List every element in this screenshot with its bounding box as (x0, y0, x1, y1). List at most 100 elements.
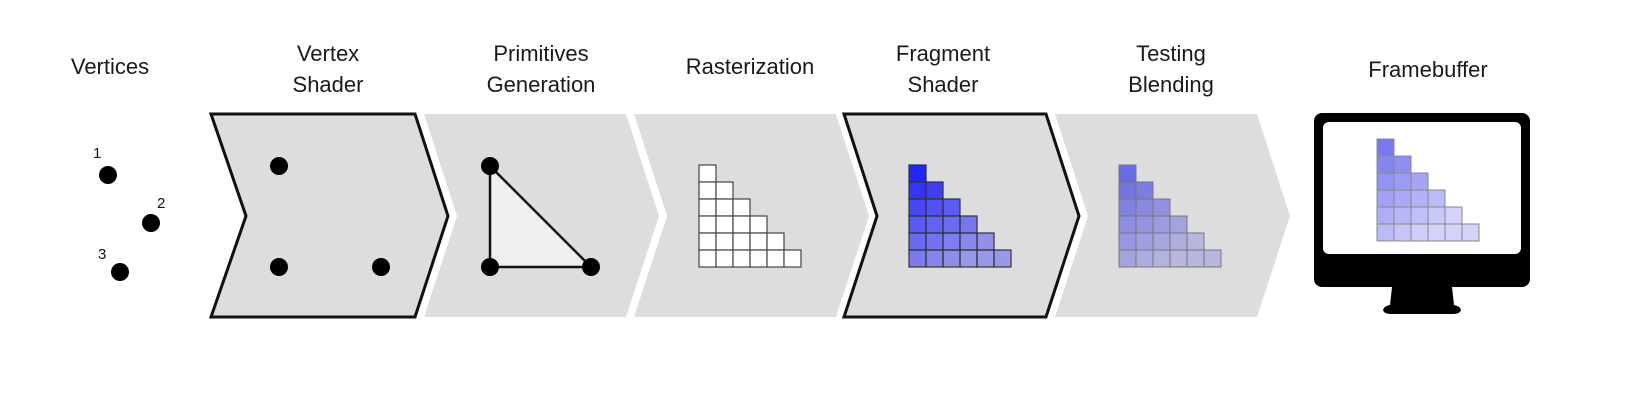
pixel-cell (698, 249, 717, 268)
pixel-cell (1410, 189, 1429, 208)
pixel-cell (732, 232, 751, 251)
pixel-cell (1393, 189, 1412, 208)
pixel-cell (1118, 249, 1137, 268)
pixel-cell (1393, 155, 1412, 174)
monitor-screen (1323, 122, 1521, 254)
label-testing-blending: Testing Blending (1128, 41, 1214, 97)
pixel-cell (732, 198, 751, 217)
vertices-group: 1 2 3 (93, 145, 165, 281)
pixel-cell (1118, 232, 1137, 251)
pixel-cell (698, 232, 717, 251)
pixel-cell (732, 249, 751, 268)
pixel-cell (942, 198, 961, 217)
pixel-cell (1427, 189, 1446, 208)
pixel-cell (1118, 198, 1137, 217)
pixel-cell (1169, 215, 1188, 234)
pixel-cell (1444, 223, 1463, 242)
pixel-cell (925, 181, 944, 200)
pixel-cell (993, 249, 1012, 268)
pixel-cell (1118, 164, 1137, 183)
pixel-cell (908, 181, 927, 200)
monitor-stand (1383, 287, 1461, 314)
pixel-cell (1135, 249, 1154, 268)
fragment-grid (908, 164, 1012, 268)
vertex-shader-dot (270, 258, 288, 276)
triangle-vertex-dot (582, 258, 600, 276)
pixel-cell (942, 215, 961, 234)
pixel-cell (1376, 155, 1395, 174)
label-framebuffer: Framebuffer (1368, 57, 1488, 82)
pixel-cell (1135, 181, 1154, 200)
pixel-cell (715, 181, 734, 200)
testing-blending-stage (1055, 114, 1290, 317)
triangle-vertex-dot (481, 157, 499, 175)
pixel-cell (925, 249, 944, 268)
pixel-cell (698, 198, 717, 217)
vertex-dot-1 (99, 166, 117, 184)
framebuffer-grid (1376, 138, 1480, 242)
pixel-cell (698, 164, 717, 183)
pixel-cell (1410, 223, 1429, 242)
pixel-cell (1135, 215, 1154, 234)
pixel-cell (749, 249, 768, 268)
pixel-cell (1393, 206, 1412, 225)
pixel-cell (959, 249, 978, 268)
primitives-generation-chevron (424, 114, 659, 317)
pixel-cell (942, 232, 961, 251)
pixel-cell (766, 232, 785, 251)
raster-grid (698, 164, 802, 268)
vertex-shader-stage (208, 112, 450, 319)
pixel-cell (1169, 232, 1188, 251)
pixel-cell (959, 232, 978, 251)
pixel-cell (1376, 206, 1395, 225)
vertex-number-2: 2 (157, 195, 165, 212)
label-rasterization: Rasterization (685, 54, 815, 79)
vertex-dot-2 (142, 214, 160, 232)
pixel-cell (942, 249, 961, 268)
pixel-cell (908, 164, 927, 183)
pixel-cell (1169, 249, 1188, 268)
pixel-cell (715, 232, 734, 251)
pixel-cell (908, 232, 927, 251)
pixel-cell (976, 249, 995, 268)
pixel-cell (1152, 232, 1171, 251)
pixel-cell (1376, 172, 1395, 191)
pixel-cell (1186, 249, 1205, 268)
vertex-shader-dot (372, 258, 390, 276)
pixel-cell (749, 232, 768, 251)
pixel-cell (715, 249, 734, 268)
pixel-cell (1444, 206, 1463, 225)
pixel-cell (698, 181, 717, 200)
pixel-cell (1118, 215, 1137, 234)
pixel-cell (1393, 223, 1412, 242)
pixel-cell (1203, 249, 1222, 268)
pixel-cell (1376, 189, 1395, 208)
fragment-shader-stage (841, 112, 1081, 319)
pixel-cell (732, 215, 751, 234)
pixel-cell (698, 215, 717, 234)
pixel-cell (1152, 198, 1171, 217)
pixel-cell (1118, 181, 1137, 200)
pixel-cell (1186, 232, 1205, 251)
pixel-cell (715, 215, 734, 234)
pixel-cell (1410, 172, 1429, 191)
pixel-cell (925, 215, 944, 234)
pixel-cell (1376, 138, 1395, 157)
pixel-cell (715, 198, 734, 217)
pixel-cell (1152, 249, 1171, 268)
pixel-cell (783, 249, 802, 268)
label-primitives-generation: Primitives Generation (486, 41, 596, 97)
pixel-cell (1427, 206, 1446, 225)
pixel-cell (908, 215, 927, 234)
primitives-generation-stage (424, 114, 659, 317)
vertex-shader-chevron (208, 112, 450, 319)
vertex-number-3: 3 (98, 246, 106, 263)
pixel-cell (908, 198, 927, 217)
pixel-cell (925, 232, 944, 251)
label-vertices: Vertices (70, 54, 150, 79)
label-fragment-shader: Fragment Shader (895, 41, 991, 97)
pixel-cell (1427, 223, 1446, 242)
vertex-dot-3 (111, 263, 129, 281)
framebuffer-monitor (1314, 113, 1530, 314)
